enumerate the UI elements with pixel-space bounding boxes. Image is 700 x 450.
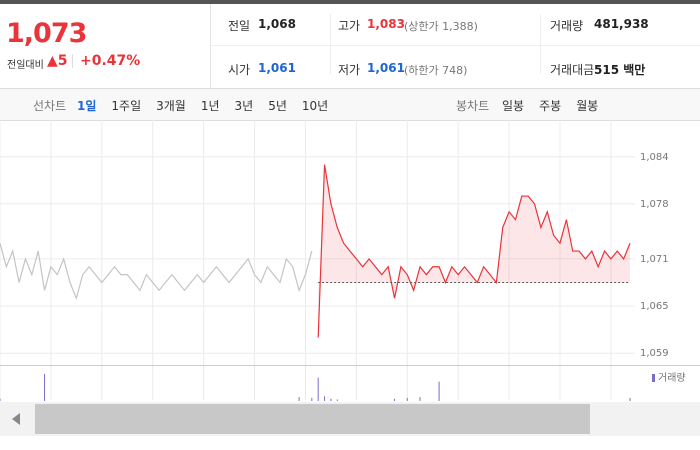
tab[interactable]: 일봉 (502, 99, 525, 113)
volume-bar (324, 396, 326, 401)
tab[interactable]: 1주일 (111, 99, 142, 113)
price-panel: 1,073 전일대비 ▲5 +0.47% (0, 4, 211, 88)
volume-bar (406, 397, 408, 401)
sep (72, 54, 73, 68)
volume-bar (311, 397, 313, 401)
stat-value: 1,061 (367, 61, 405, 75)
stat-value: 1,068 (258, 17, 296, 31)
volume-bar (298, 397, 300, 401)
tab[interactable]: 월봉 (576, 99, 599, 113)
y-tick-label: 1,071 (640, 254, 669, 265)
stat-label: 고가 (338, 19, 361, 33)
row-sep (211, 45, 700, 46)
change: ▲5 (47, 53, 68, 69)
tab-bar (0, 88, 700, 121)
col-sep (540, 14, 541, 74)
legend-swatch (652, 374, 655, 382)
tab[interactable]: 3개월 (156, 99, 186, 113)
change-value: 5 (57, 53, 68, 69)
y-tick-label: 1,078 (640, 199, 669, 210)
top-border (0, 0, 700, 4)
tab[interactable]: 10년 (301, 99, 329, 113)
col-sep (330, 14, 331, 74)
tab[interactable]: 주봉 (539, 99, 562, 113)
tab[interactable]: 5년 (268, 99, 287, 113)
volume-bar (44, 373, 46, 401)
y-tick-label: 1,065 (640, 301, 669, 312)
change-label: 전일대비 (7, 60, 44, 71)
stat-value: 1,061 (258, 61, 296, 75)
area (318, 164, 630, 338)
stat-value: 1,083 (367, 17, 405, 31)
price: 1,073 (6, 18, 87, 49)
scroll-thumb[interactable] (35, 404, 590, 434)
tab-group-label: 봉차트 (456, 99, 490, 113)
volume-bar (419, 397, 421, 401)
line (0, 243, 313, 301)
chart: 거래량 1,059 1,065 1,071 1,078 1,084 (0, 120, 700, 436)
stat-label: 저가 (338, 63, 361, 77)
line (317, 164, 631, 338)
volume-bar (394, 398, 396, 401)
legend-label: 거래량 (658, 372, 686, 384)
stat-note: (하한가 748) (404, 64, 468, 77)
stat-label: 전일 (228, 19, 251, 33)
stat-note: (상한가 1,388) (404, 20, 478, 33)
stat-value: 481,938 (594, 17, 649, 31)
scroll-left[interactable] (12, 413, 20, 425)
volume-bar (629, 397, 631, 401)
stat-label: 시가 (228, 63, 251, 77)
tab[interactable]: 3년 (234, 99, 254, 113)
stat-value: 515 백만 (594, 63, 646, 77)
volume-bar (317, 377, 319, 401)
volume-bar (438, 381, 440, 401)
tab-group-label: 선차트 (33, 99, 67, 113)
panel-sep (0, 365, 700, 366)
volume-bar (0, 398, 1, 401)
volume-bar (330, 398, 332, 401)
stat-label: 거래량 (550, 19, 584, 33)
y-tick-label: 1,084 (640, 152, 669, 163)
y-tick-label: 1,059 (640, 348, 669, 359)
volume-bar (336, 399, 338, 401)
tab[interactable]: 1년 (200, 99, 220, 113)
change-pct: +0.47% (80, 53, 141, 69)
tab[interactable]: 1일 (77, 99, 97, 113)
stat-label: 거래대금 (550, 63, 595, 77)
